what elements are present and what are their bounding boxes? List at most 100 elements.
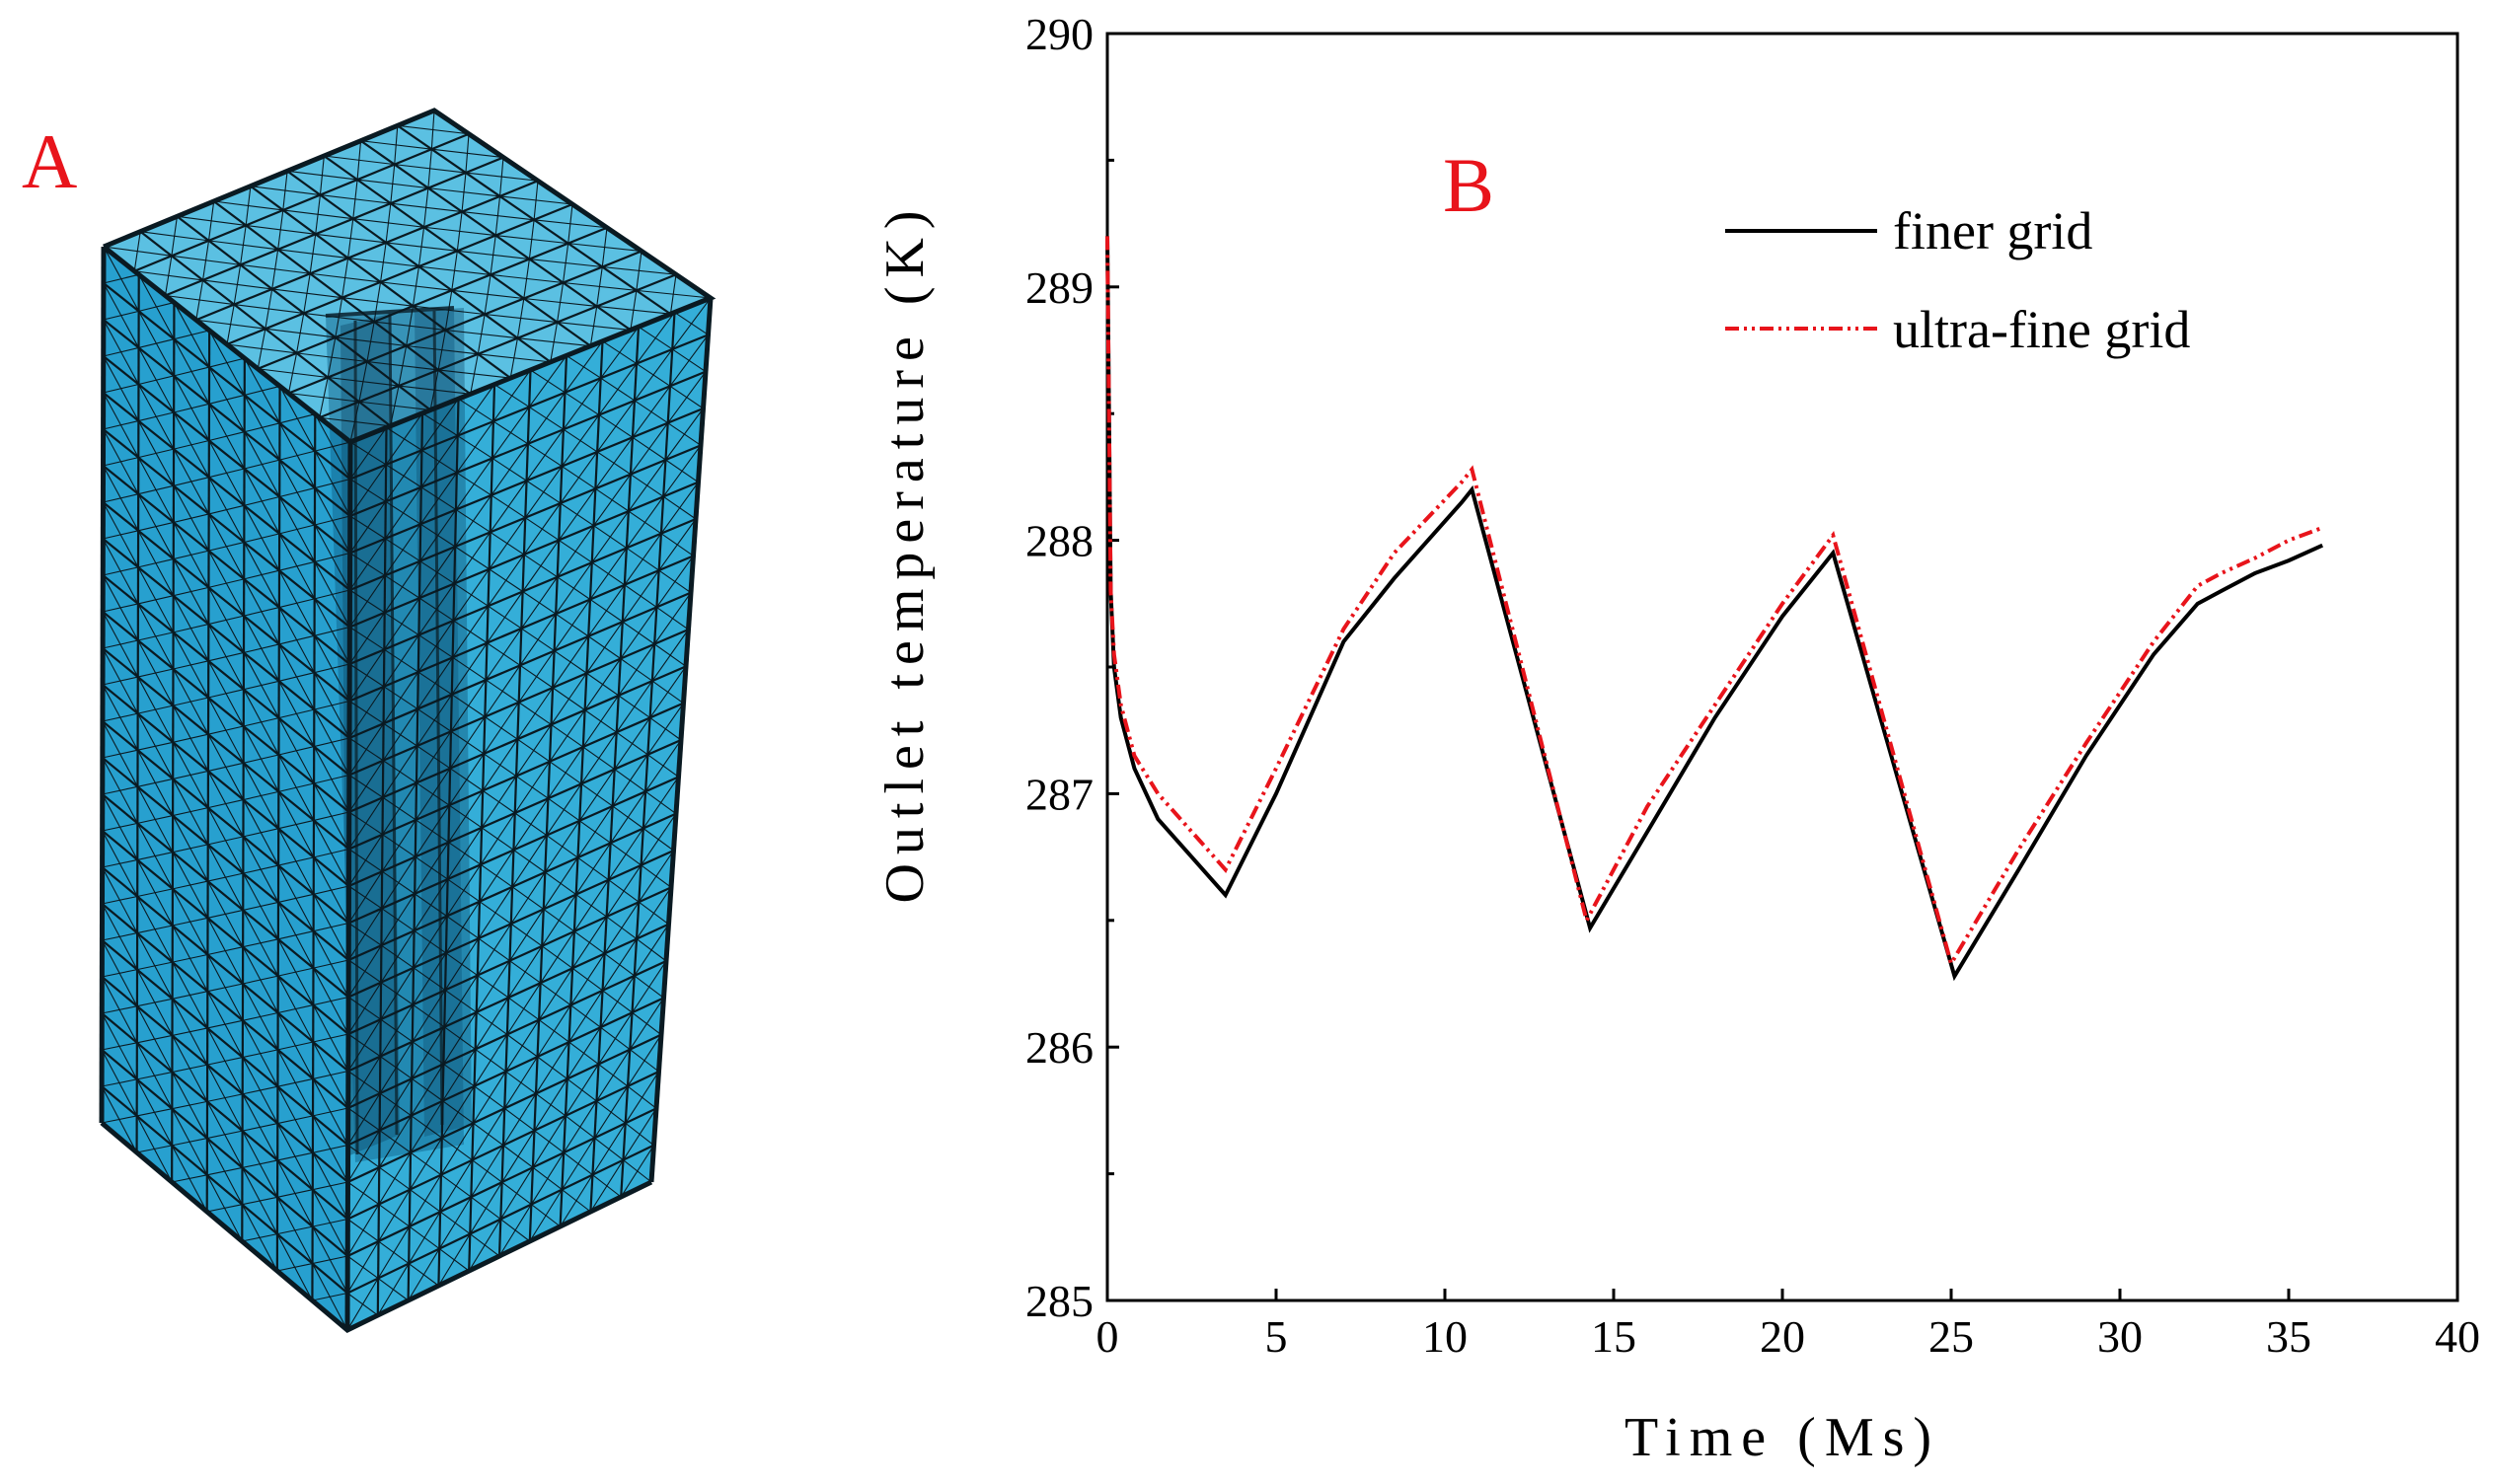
mesh-diagonal bbox=[667, 371, 707, 423]
mesh-diagonal bbox=[491, 443, 529, 496]
mesh-diagonal bbox=[383, 597, 420, 650]
mesh-diagonal bbox=[207, 909, 244, 919]
mesh-diagonal bbox=[398, 345, 408, 387]
mesh-diagonal bbox=[533, 1078, 568, 1132]
mesh-diagonal bbox=[136, 925, 173, 934]
mesh-diagonal bbox=[636, 312, 675, 364]
mesh-diagonal bbox=[547, 746, 584, 799]
mesh-diagonal bbox=[378, 1151, 412, 1205]
mesh-diagonal bbox=[444, 290, 453, 331]
x-axis-label: Time (Ms) bbox=[1624, 1407, 1940, 1468]
mesh-right-grid bbox=[347, 298, 711, 1330]
mesh-diagonal bbox=[312, 1218, 348, 1227]
mesh-diagonal bbox=[437, 330, 446, 371]
mesh-line bbox=[102, 976, 349, 1183]
mesh-line bbox=[102, 1049, 348, 1257]
mesh-diagonal bbox=[470, 1145, 504, 1198]
mesh-diagonal bbox=[473, 1071, 507, 1124]
mesh-diagonal bbox=[457, 384, 495, 436]
mesh-line bbox=[102, 465, 350, 665]
mesh-diagonal bbox=[314, 737, 350, 748]
mesh-diagonal bbox=[420, 435, 459, 488]
mesh-diagonal bbox=[278, 708, 315, 719]
mesh-line bbox=[102, 866, 349, 1073]
mesh-diagonal bbox=[172, 844, 208, 853]
mesh-line bbox=[319, 273, 677, 419]
mesh-diagonal bbox=[416, 657, 454, 709]
mesh-diagonal bbox=[102, 1005, 138, 1014]
mesh-diagonal bbox=[608, 828, 644, 881]
mesh-diagonal bbox=[276, 1225, 313, 1235]
mesh-diagonal bbox=[243, 901, 279, 911]
mesh-diagonal bbox=[348, 648, 385, 702]
mesh-diagonal bbox=[561, 414, 600, 467]
mesh-diagonal bbox=[314, 589, 350, 600]
mesh-diagonal bbox=[511, 835, 548, 888]
mesh-diagonal bbox=[651, 629, 689, 682]
mesh-diagonal bbox=[348, 760, 384, 813]
mesh-diagonal bbox=[449, 716, 486, 770]
mesh-diagonal bbox=[314, 700, 350, 710]
mesh-diagonal bbox=[502, 1093, 537, 1147]
mesh-diagonal bbox=[347, 1240, 379, 1294]
mesh-diagonal bbox=[417, 583, 455, 635]
mesh-line bbox=[288, 250, 642, 395]
x-tick-label: 0 bbox=[1096, 1311, 1119, 1362]
mesh-diagonal bbox=[136, 961, 173, 971]
mesh-diagonal bbox=[614, 717, 651, 770]
mesh-diagonal bbox=[242, 1196, 278, 1206]
mesh-diagonal bbox=[409, 1174, 442, 1227]
mesh-diagonal bbox=[550, 322, 559, 362]
mesh-diagonal bbox=[102, 895, 138, 905]
mesh-diagonal bbox=[207, 946, 244, 956]
mesh-diagonal bbox=[390, 385, 400, 426]
mesh-diagonal bbox=[379, 1077, 413, 1131]
mesh-diagonal bbox=[136, 998, 173, 1007]
mesh-diagonal bbox=[530, 1151, 565, 1205]
mesh-diagonal bbox=[629, 998, 664, 1050]
mesh-diagonal bbox=[522, 540, 560, 592]
mesh-diagonal bbox=[347, 1130, 381, 1183]
mesh-diagonal bbox=[622, 1108, 657, 1160]
mesh-diagonal bbox=[441, 1085, 476, 1139]
mesh-diagonal bbox=[479, 850, 514, 902]
mesh-diagonal bbox=[278, 819, 315, 830]
mesh-diagonal bbox=[172, 880, 208, 890]
mesh-diagonal bbox=[172, 991, 208, 1000]
mesh-diagonal bbox=[604, 901, 640, 954]
mesh-diagonal bbox=[208, 651, 245, 662]
mesh-diagonal bbox=[257, 329, 266, 369]
mesh-line bbox=[102, 793, 349, 999]
mesh-line bbox=[102, 1085, 348, 1295]
mesh-diagonal bbox=[243, 754, 279, 764]
mesh-diagonal bbox=[634, 924, 669, 977]
x-tick-label: 25 bbox=[1928, 1311, 1974, 1362]
mesh-line bbox=[257, 226, 608, 370]
mesh-line bbox=[102, 611, 350, 813]
mesh-diagonal bbox=[164, 256, 173, 296]
panel-b-label: B bbox=[1443, 142, 1494, 228]
mesh-diagonal bbox=[103, 346, 139, 357]
mesh-line bbox=[102, 538, 350, 739]
mesh-diagonal bbox=[420, 398, 459, 451]
mesh-diagonal bbox=[348, 575, 386, 628]
mesh-diagonal bbox=[348, 612, 386, 665]
mesh-line bbox=[102, 720, 350, 925]
mesh-diagonal bbox=[349, 501, 387, 554]
mesh-diagonal bbox=[349, 538, 386, 591]
mesh-diagonal bbox=[618, 643, 655, 697]
mesh-diagonal bbox=[137, 595, 174, 605]
mesh-diagonal bbox=[207, 725, 244, 735]
mesh-diagonal bbox=[528, 219, 535, 260]
mesh-diagonal bbox=[452, 605, 490, 658]
mesh-diagonal bbox=[490, 235, 496, 275]
mesh-diagonal bbox=[202, 240, 210, 281]
mesh-diagonal bbox=[278, 782, 315, 792]
mesh-diagonal bbox=[385, 203, 392, 243]
mesh-diagonal bbox=[430, 111, 435, 150]
x-tick-label: 40 bbox=[2435, 1311, 2480, 1362]
mesh-diagonal bbox=[206, 1093, 243, 1102]
mesh-diagonal bbox=[138, 484, 175, 495]
mesh-diagonal bbox=[327, 336, 337, 378]
mesh-diagonal bbox=[468, 1219, 501, 1272]
